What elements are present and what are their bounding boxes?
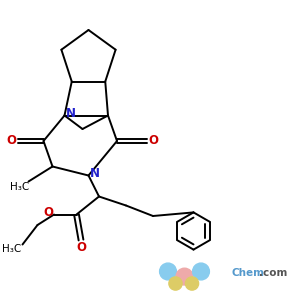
Text: O: O: [148, 134, 159, 148]
Circle shape: [193, 263, 209, 280]
Circle shape: [160, 263, 176, 280]
Text: Chem: Chem: [231, 268, 264, 278]
Text: O: O: [76, 241, 86, 254]
Circle shape: [185, 277, 199, 290]
Text: O: O: [44, 206, 54, 220]
Circle shape: [176, 268, 193, 285]
Text: H₃C: H₃C: [10, 182, 29, 193]
Circle shape: [169, 277, 182, 290]
Text: O: O: [6, 134, 16, 148]
Text: N: N: [89, 167, 100, 180]
Text: N: N: [66, 106, 76, 120]
Text: .com: .com: [259, 268, 287, 278]
Text: H₃C: H₃C: [2, 244, 22, 254]
